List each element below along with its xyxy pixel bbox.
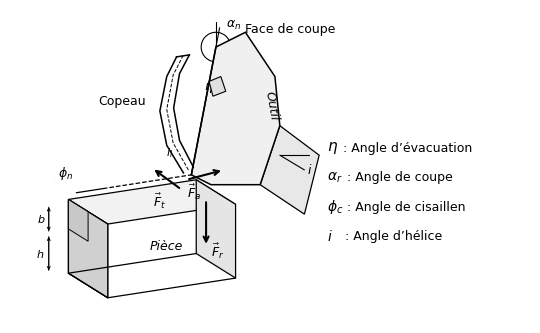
Text: $\eta$: $\eta$ — [204, 81, 214, 95]
Text: $i$: $i$ — [307, 163, 312, 177]
Polygon shape — [69, 199, 108, 298]
Polygon shape — [69, 199, 88, 241]
Polygon shape — [260, 126, 319, 214]
Text: $\alpha_r$: $\alpha_r$ — [327, 170, 343, 185]
Polygon shape — [191, 32, 280, 185]
Text: $\vec{F}_a$: $\vec{F}_a$ — [187, 183, 201, 202]
Polygon shape — [196, 180, 235, 278]
Polygon shape — [69, 199, 108, 298]
Text: Pièce: Pièce — [150, 240, 184, 253]
Text: : Angle d’hélice: : Angle d’hélice — [341, 230, 442, 243]
Polygon shape — [209, 77, 226, 96]
Text: $b$: $b$ — [37, 213, 45, 225]
Text: $i_l$: $i_l$ — [166, 146, 173, 160]
Text: : Angle d’évacuation: : Angle d’évacuation — [343, 142, 472, 155]
Text: $\phi_n$: $\phi_n$ — [58, 166, 73, 182]
Polygon shape — [69, 180, 235, 224]
Text: $\eta$: $\eta$ — [327, 140, 338, 156]
Text: : Angle de cisaillen: : Angle de cisaillen — [347, 201, 465, 214]
Text: $\alpha_n$: $\alpha_n$ — [226, 19, 241, 32]
Text: : Angle de coupe: : Angle de coupe — [347, 171, 453, 184]
Text: $i$: $i$ — [327, 229, 333, 244]
Text: $\phi_c$: $\phi_c$ — [327, 198, 343, 216]
Text: $h$: $h$ — [36, 247, 44, 259]
Text: Face de coupe: Face de coupe — [245, 23, 336, 36]
Text: $\vec{F}_t$: $\vec{F}_t$ — [153, 192, 166, 211]
Text: Outil: Outil — [263, 90, 281, 122]
Text: Copeau: Copeau — [99, 95, 146, 108]
Text: $\vec{F}_r$: $\vec{F}_r$ — [211, 242, 225, 261]
